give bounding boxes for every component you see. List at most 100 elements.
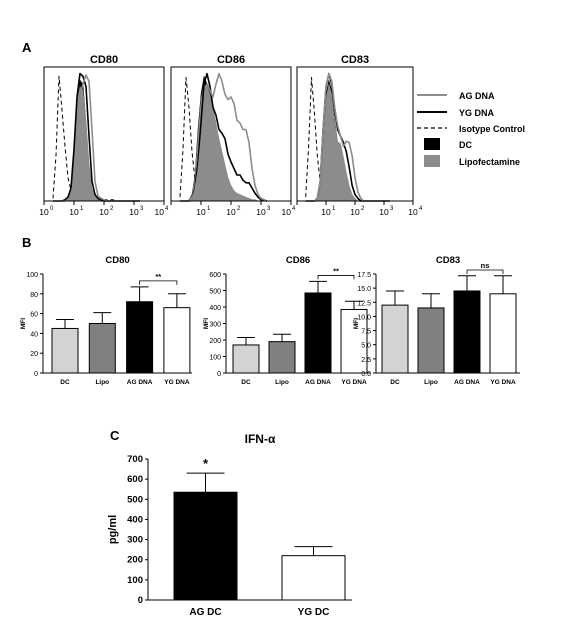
legend-dc-label: DC — [459, 140, 472, 150]
bar — [268, 341, 296, 374]
significance-bracket — [317, 275, 355, 280]
x-category-label: AG DNA — [127, 379, 153, 386]
bar-chart-cd80: CD80 0 20 40 60 80 100 MFI DC Lipo AG DNA YG DNA ** — [20, 255, 192, 386]
legend-ag-label: AG DNA — [459, 91, 495, 101]
histogram-title: CD80 — [90, 54, 118, 66]
histogram-frame — [170, 66, 292, 202]
x-tick-label: 10 — [282, 207, 292, 217]
y-tick-label: 10.0 — [357, 314, 371, 321]
bar-chart-title: CD86 — [286, 255, 310, 266]
y-tick-label: 80 — [30, 292, 38, 299]
bar — [489, 293, 517, 374]
x-tick-exponent: 2 — [110, 206, 114, 212]
y-tick-label: 100 — [127, 575, 143, 586]
x-tick-exponent: 3 — [390, 206, 394, 212]
x-category-label: DC — [241, 379, 251, 386]
y-tick-label: 200 — [127, 555, 143, 566]
bar-chart-title: IFN-α — [245, 432, 276, 446]
bar-chart-ifn-alpha: IFN-α 0 100 200 300 400 500 600 700 pg/ml AG DC YG … — [107, 432, 352, 618]
x-tick-label: 10 — [408, 207, 418, 217]
bar-chart-title: CD80 — [105, 255, 129, 266]
significance-bracket — [139, 280, 178, 285]
y-tick-label: 700 — [127, 454, 143, 465]
y-tick-label: 12.5 — [357, 300, 371, 307]
y-tick-label: 500 — [209, 289, 221, 296]
bar — [88, 323, 116, 374]
x-tick-label: 10 — [196, 207, 206, 217]
panel-label-a: A — [22, 40, 32, 55]
x-tick-label: 10 — [350, 207, 360, 217]
legend: AG DNA YG DNA Isotype Control DC Lipofec… — [417, 91, 525, 167]
x-category-label: YG DNA — [164, 379, 190, 386]
histogram-series-iso — [52, 75, 140, 202]
histogram-series-ag — [180, 72, 268, 202]
y-tick-label: 600 — [127, 474, 143, 485]
x-tick-exponent: 1 — [80, 206, 84, 212]
bar — [281, 555, 346, 601]
x-category-label: Lipo — [95, 379, 109, 386]
x-tick-exponent: 2 — [361, 206, 365, 212]
x-category-label: Lipo — [275, 379, 289, 386]
y-tick-label: 400 — [127, 514, 143, 525]
x-category-label: AG DNA — [454, 379, 480, 386]
bar — [417, 307, 445, 374]
x-tick-label: 10 — [379, 207, 389, 217]
histogram-title: CD83 — [341, 54, 369, 66]
y-tick-label: 400 — [209, 305, 221, 312]
x-tick-label: 10 — [39, 207, 49, 217]
bar — [163, 307, 191, 374]
x-category-label: YG DNA — [341, 379, 367, 386]
legend-lipo-swatch — [424, 155, 440, 167]
bar — [126, 301, 154, 374]
histogram-frame — [43, 66, 165, 202]
bar — [51, 327, 79, 374]
histogram-series-ag — [53, 74, 140, 202]
x-tick-label: 10 — [321, 207, 331, 217]
legend-iso-label: Isotype Control — [459, 124, 525, 134]
x-tick-label: 10 — [155, 207, 165, 217]
significance-star: * — [203, 456, 209, 471]
y-axis-label: pg/ml — [107, 515, 119, 544]
x-category-label: YG DNA — [490, 379, 516, 386]
significance-bracket — [466, 269, 504, 274]
legend-dc-swatch — [424, 138, 440, 150]
y-tick-label: 5.0 — [361, 343, 371, 350]
histogram-series-lipo — [52, 86, 141, 202]
y-tick-label: 300 — [209, 322, 221, 329]
panel-label-b: B — [22, 235, 31, 250]
histogram-series-yg — [53, 72, 140, 202]
significance-label: ** — [155, 272, 161, 281]
y-tick-label: 0 — [34, 371, 38, 378]
x-tick-label: 10 — [256, 207, 266, 217]
y-tick-label: 20 — [30, 351, 38, 358]
significance-label: ** — [333, 266, 339, 275]
x-tick-exponent: 4 — [419, 206, 423, 212]
x-tick-exponent: 3 — [140, 206, 144, 212]
x-category-label: AG DC — [189, 607, 221, 618]
x-tick-exponent: 1 — [207, 206, 211, 212]
x-category-label: DC — [390, 379, 400, 386]
y-tick-label: 15.0 — [357, 286, 371, 293]
y-tick-label: 0 — [138, 595, 143, 606]
x-tick-exponent: 4 — [292, 206, 296, 212]
y-tick-label: 7.5 — [361, 329, 371, 336]
legend-lipo-label: Lipofectamine — [459, 157, 520, 167]
y-tick-label: 600 — [209, 272, 221, 279]
y-axis-label: MFI — [203, 318, 210, 329]
y-tick-label: 60 — [30, 312, 38, 319]
bar — [173, 491, 238, 601]
x-tick-exponent: 1 — [332, 206, 336, 212]
y-tick-label: 2.5 — [361, 357, 371, 364]
panel-label-c: C — [110, 428, 120, 443]
bar-chart-cd83: CD83 0.0 2.5 5.0 7.5 10.0 12.5 15.0 17.5 MFI DC Lip… — [353, 255, 520, 386]
bar — [340, 308, 368, 374]
x-tick-label: 10 — [129, 207, 139, 217]
histogram-title: CD86 — [217, 54, 245, 66]
x-tick-label: 10 — [99, 207, 109, 217]
bar — [381, 304, 409, 374]
y-tick-label: 0 — [217, 371, 221, 378]
bar — [232, 344, 260, 374]
bar — [453, 290, 481, 374]
